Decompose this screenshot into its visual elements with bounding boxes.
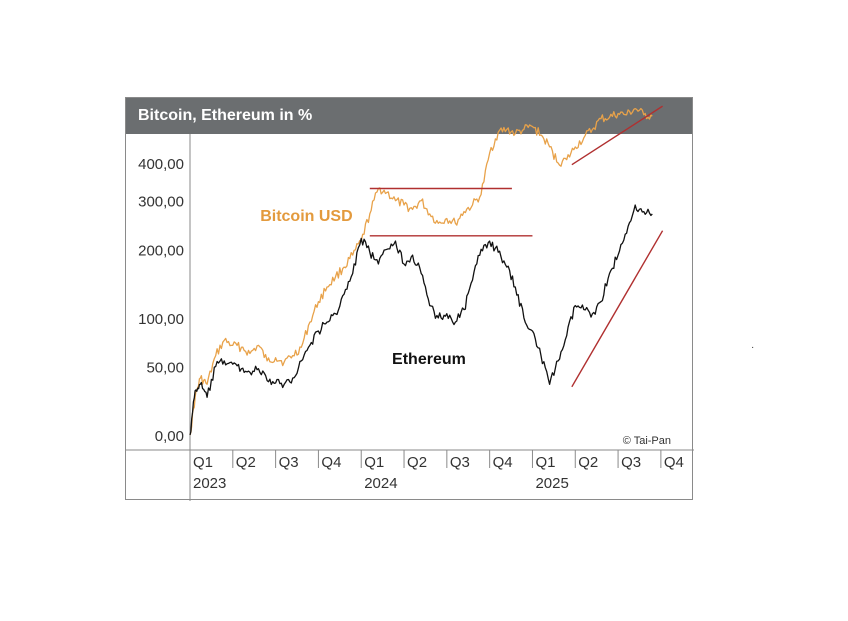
x-tick-quarter-label: Q4	[321, 454, 341, 471]
y-tick-label: 0,00	[155, 428, 184, 445]
chart-title: Bitcoin, Ethereum in %	[126, 98, 692, 134]
chart-frame: Bitcoin, Ethereum in % 0,00 50,00 100,00 20…	[125, 97, 694, 501]
y-tick-label: 400,00	[138, 156, 184, 173]
x-tick-quarter-label: Q3	[279, 454, 299, 471]
x-tick-quarter-label: Q2	[407, 454, 427, 471]
y-tick-label: 100,00	[138, 311, 184, 328]
chart-plot: 0,00 50,00 100,00 200,00 300,00 400,00 Q1 2023 Q…	[126, 105, 694, 501]
stray-dot: ·	[751, 342, 755, 353]
x-tick-quarter-label: Q4	[664, 454, 684, 471]
trend-line-3	[571, 105, 663, 166]
x-tick-quarter-label: Q2	[578, 454, 598, 471]
x-tick-quarter-label: Q1	[364, 454, 384, 471]
series-line-ethereum	[189, 204, 653, 436]
x-tick-quarter-label: Q3	[621, 454, 641, 471]
y-tick-label: 50,00	[146, 359, 184, 376]
x-tick-year-label: 2024	[364, 475, 397, 492]
x-tick-quarter-label: Q2	[236, 454, 256, 471]
y-tick-label: 200,00	[138, 242, 184, 259]
series-label-ethereum: Ethereum	[392, 351, 466, 368]
y-tick-label: 300,00	[138, 194, 184, 211]
x-tick-quarter-label: Q4	[493, 454, 513, 471]
series-label-bitcoin-usd: Bitcoin USD	[260, 208, 352, 225]
series-line-bitcoin-usd	[189, 107, 653, 436]
x-tick-year-label: 2025	[535, 475, 568, 492]
trend-line-4	[571, 230, 664, 388]
x-tick-quarter-label: Q1	[193, 454, 213, 471]
x-tick-year-label: 2023	[193, 475, 226, 492]
x-tick-quarter-label: Q1	[535, 454, 555, 471]
copyright-label: © Tai-Pan	[623, 435, 671, 447]
x-tick-quarter-label: Q3	[450, 454, 470, 471]
